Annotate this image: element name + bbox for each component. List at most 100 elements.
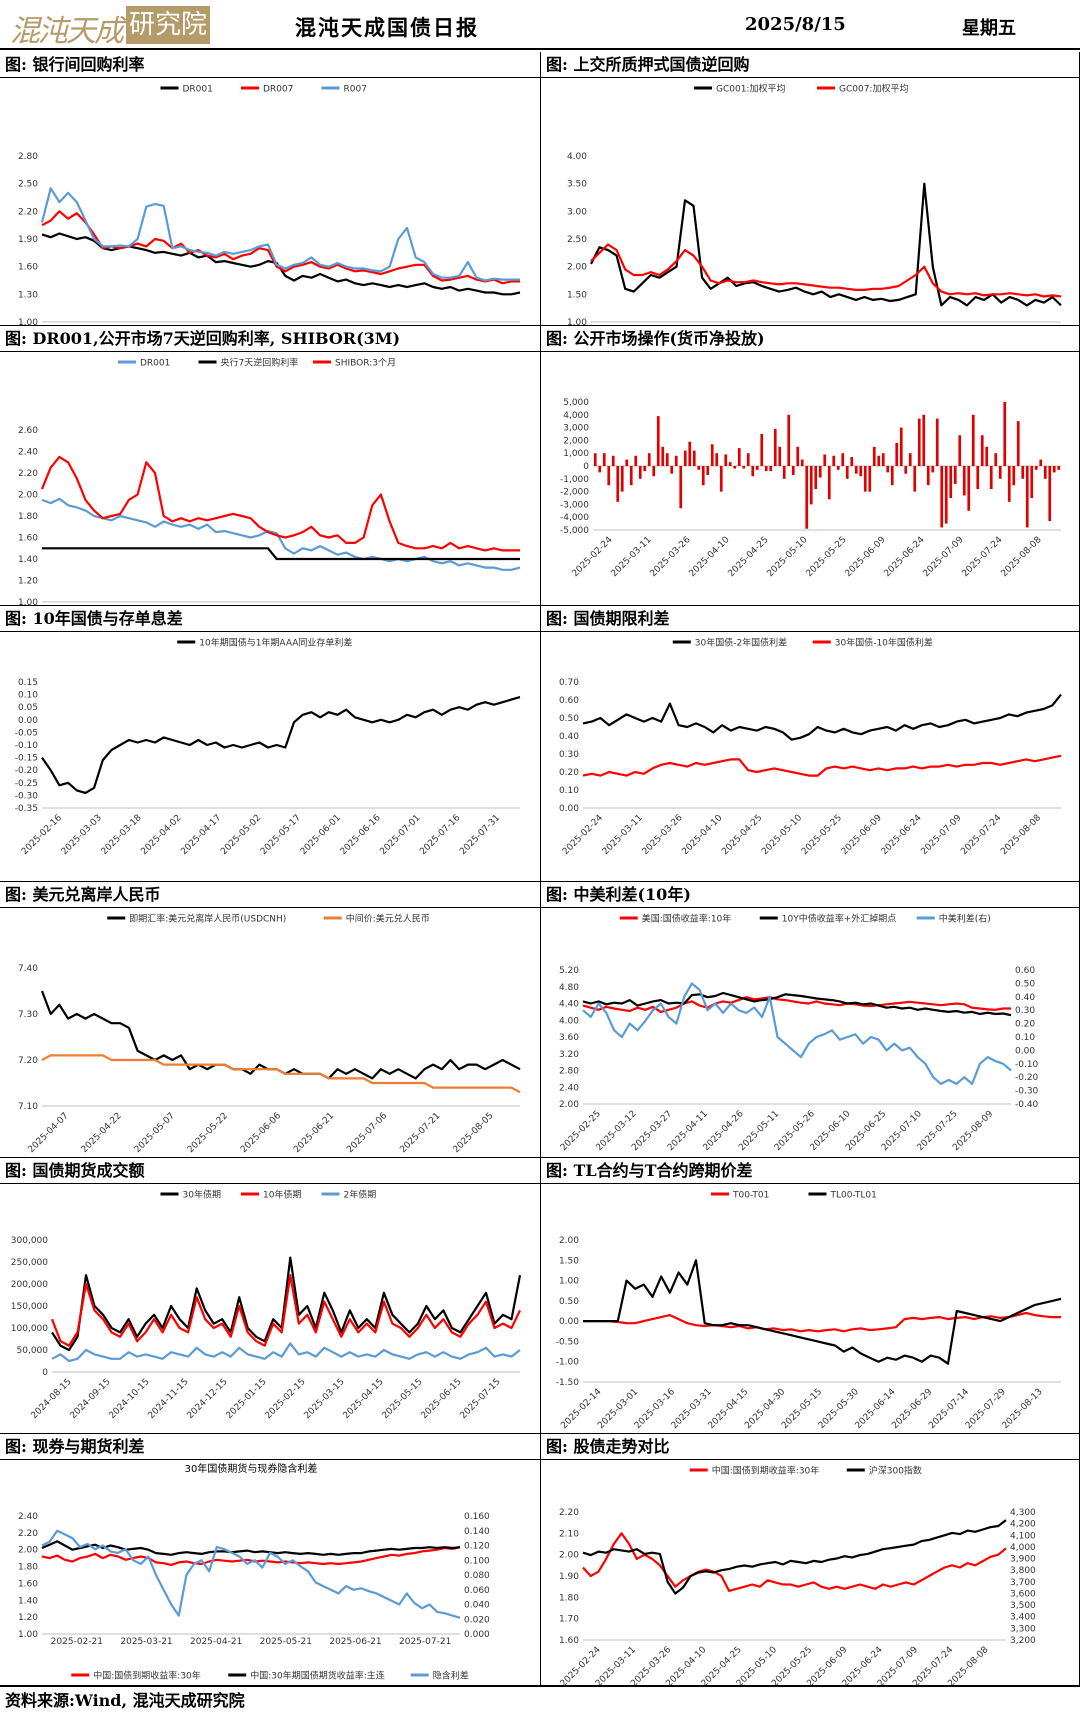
y-tick-label-right: 0.60 <box>1015 966 1035 976</box>
y-tick-label: 2.40 <box>18 448 38 458</box>
chart-panel-9: 图: 国债期货成交额 300,000 250,000 200,000 150,000 10… <box>0 1158 541 1434</box>
chart-panel-2: 图: 上交所质押式国债逆回购 4.00 3.50 3.00 2.50 2.00 1.50 1.… <box>541 52 1080 326</box>
chart-svg: 4.003.503.002.502.001.501.002025-02-1620… <box>567 83 1062 325</box>
y-tick-label: -2,000 <box>560 488 589 498</box>
x-tick-label: 2025-04-17 <box>179 813 223 857</box>
series-line <box>41 1054 521 1094</box>
y-tick-label: 1.30 <box>18 290 38 300</box>
y-tick-label: -0.15 <box>15 754 38 764</box>
y-tick-label: 7.20 <box>18 1056 38 1066</box>
y-tick-label: -5,000 <box>560 526 589 536</box>
x-tick-label: 2025-06-21 <box>292 1111 336 1155</box>
logo-box: 研究院 <box>126 6 210 44</box>
y-tick-label: 1.70 <box>559 1615 579 1625</box>
bar <box>832 455 836 466</box>
bar <box>841 453 845 466</box>
y-tick-label: 0 <box>42 1368 48 1378</box>
bar <box>1021 466 1025 479</box>
chart-panel-3: 图: DR001,公开市场7天逆回购利率, SHIBOR(3M) 2.60 2.40… <box>0 326 541 606</box>
bar <box>778 446 782 466</box>
y-tick-label: -0.25 <box>15 779 38 789</box>
bar <box>638 466 642 479</box>
y-tick-label: 0.00 <box>18 716 38 726</box>
bar <box>1030 466 1034 498</box>
x-tick-label: 2025-01-15 <box>225 1377 269 1421</box>
bar <box>872 446 876 466</box>
y-tick-label: 150,000 <box>11 1302 48 1312</box>
series-line <box>41 232 521 296</box>
y-tick-label: 2.20 <box>559 1508 579 1518</box>
bar <box>890 466 894 486</box>
chart-svg: 5,000 4,000 3,000 2,000 1,000 0 -1,000 -2,000 -3… <box>560 398 1061 579</box>
x-tick-label: 2025-04-10 <box>680 813 724 857</box>
y-tick-label: 1.40 <box>18 1596 38 1606</box>
legend-label: 10年期国债与1年期AAA同业存单利差 <box>199 637 352 649</box>
legend-label: SHIBOR:3个月 <box>335 358 396 369</box>
bar <box>634 455 638 466</box>
bar <box>719 466 723 492</box>
bar <box>1007 466 1011 502</box>
y-tick-label: 3.00 <box>567 207 587 217</box>
y-tick-label: 0.10 <box>18 691 38 701</box>
bar <box>823 454 827 466</box>
panel-title: 图: DR001,公开市场7天逆回购利率, SHIBOR(3M) <box>0 326 540 352</box>
y-tick-label-right: 0.00 <box>1015 1046 1035 1056</box>
series-line <box>582 991 1012 1017</box>
x-tick-label: 2025-02-16 <box>20 813 64 857</box>
y-tick-label-right: 0.30 <box>1015 1006 1035 1016</box>
y-tick-label-right: 0.100 <box>464 1556 490 1566</box>
chart-svg: 0.15 0.10 0.05 0.00 -0.05 -0.10 -0.15 -0.20 -0.2… <box>15 637 521 857</box>
x-tick-label: 2025-07-21 <box>399 1637 451 1647</box>
series-line <box>582 1519 1007 1595</box>
legend-label: T00-T01 <box>732 1191 769 1201</box>
y-tick-label: 0.20 <box>559 768 579 778</box>
x-tick-label: 2025-08-08 <box>1000 535 1044 579</box>
y-tick-label: 1.00 <box>567 318 587 325</box>
x-tick-label: 2025-07-09 <box>922 535 966 579</box>
chart-svg: 5.20 4.80 4.40 4.00 3.60 3.20 2.80 2.40 2.00 0.60… <box>559 913 1039 1154</box>
series-line <box>41 210 520 285</box>
x-tick-label: 2024-11-15 <box>147 1377 191 1421</box>
y-tick-label: 1.40 <box>18 555 38 565</box>
bar <box>985 446 989 466</box>
bar <box>958 435 962 466</box>
bar <box>917 418 921 466</box>
series-line <box>582 1532 1007 1592</box>
panel-title: 图: 公开市场操作(货币净投放) <box>541 326 1079 352</box>
x-tick-label: 2025-02-24 <box>561 813 605 857</box>
source-footer: 资料来源:Wind, 混沌天成研究院 <box>0 1686 1080 1714</box>
panel-title: 图: 银行间回购利率 <box>0 52 540 78</box>
chart-svg: 2.202.102.001.901.801.701.604,3004,2004,… <box>559 1465 1036 1686</box>
y-tick-label-right: 3,400 <box>1010 1613 1036 1623</box>
bar <box>620 466 624 492</box>
series-line <box>41 1540 461 1556</box>
chart-panel-6: 图: 国债期限利差 0.70 0.60 0.50 0.40 0.30 0.20 0.10 0.0… <box>541 606 1080 882</box>
legend-label: 10年债期 <box>263 1189 301 1201</box>
y-tick-label-right: 3,700 <box>1010 1578 1036 1588</box>
y-tick-label-right: 3,200 <box>1010 1636 1036 1646</box>
y-tick-label: 2.00 <box>559 1100 579 1110</box>
y-tick-label: 2.00 <box>18 491 38 501</box>
legend-label: 中美利差(右) <box>939 913 991 925</box>
chart-title: 30年国债期货与现券隐含利差 <box>185 1462 318 1475</box>
x-tick-label: 2025-07-16 <box>418 813 462 857</box>
bar <box>674 455 678 466</box>
x-tick-label: 2025-07-24 <box>959 813 1003 857</box>
series-line <box>582 996 1011 1014</box>
bar <box>962 466 966 496</box>
bar <box>656 416 660 466</box>
y-tick-label: 3.60 <box>559 1033 579 1043</box>
bar <box>868 466 872 492</box>
chart-svg: 300,000 250,000 200,000 150,000 100,000 50,00… <box>11 1189 522 1421</box>
panel-title: 图: 国债期货成交额 <box>0 1158 540 1184</box>
bar <box>1025 466 1029 528</box>
bar <box>1003 402 1007 466</box>
bar <box>697 466 701 470</box>
y-tick-label-right: -0.30 <box>1015 1087 1039 1097</box>
legend-label: GC007:加权平均 <box>839 83 908 95</box>
logo-text: 混沌天成 <box>10 14 124 49</box>
bar <box>625 459 629 466</box>
x-tick-label: 2025-03-03 <box>60 813 104 857</box>
bar <box>769 466 773 472</box>
series-line <box>41 696 521 794</box>
